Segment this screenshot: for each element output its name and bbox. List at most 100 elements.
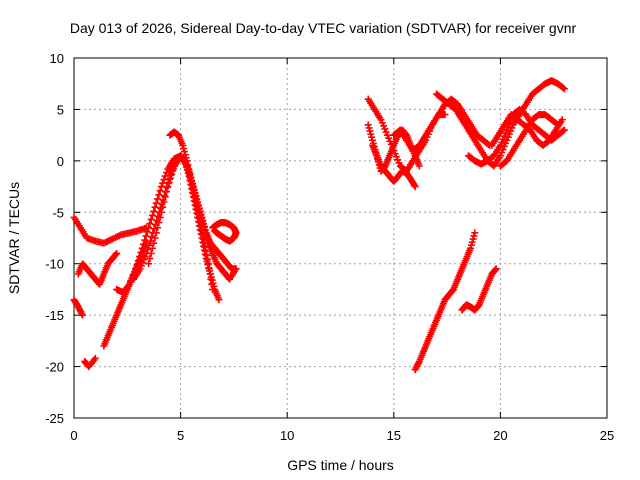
y-tick-label: -15 bbox=[45, 308, 64, 323]
data-point bbox=[113, 249, 121, 257]
data-point bbox=[203, 251, 211, 259]
data-point bbox=[211, 227, 219, 235]
data-point bbox=[415, 162, 423, 170]
data-point bbox=[192, 202, 200, 210]
data-point bbox=[189, 186, 197, 194]
data-point bbox=[471, 229, 479, 237]
x-tick-label: 0 bbox=[70, 428, 77, 443]
data-point bbox=[202, 247, 210, 255]
data-point bbox=[151, 234, 159, 242]
chart-title: Day 013 of 2026, Sidereal Day-to-day VTE… bbox=[70, 20, 577, 36]
series-track-13 bbox=[368, 141, 419, 191]
data-point bbox=[156, 213, 164, 221]
data-point bbox=[161, 193, 169, 201]
data-point bbox=[411, 183, 419, 191]
y-tick-label: -25 bbox=[45, 411, 64, 426]
data-point bbox=[194, 210, 202, 218]
data-point bbox=[142, 232, 150, 240]
data-point bbox=[141, 236, 149, 244]
data-point bbox=[491, 266, 499, 274]
data-point bbox=[168, 170, 176, 178]
data-point bbox=[79, 311, 87, 319]
data-point bbox=[198, 231, 206, 239]
data-point bbox=[185, 165, 193, 173]
series-track-20 bbox=[458, 265, 500, 314]
x-tick-label: 25 bbox=[600, 428, 614, 443]
data-point bbox=[197, 223, 205, 231]
data-point bbox=[193, 206, 201, 214]
data-point bbox=[492, 265, 500, 273]
data-point bbox=[150, 239, 158, 247]
y-tick-label: -5 bbox=[52, 205, 64, 220]
data-point bbox=[143, 228, 151, 236]
data-point bbox=[205, 265, 213, 273]
series-track-5 bbox=[74, 249, 121, 288]
grid-lines bbox=[74, 58, 607, 418]
data-point bbox=[133, 261, 141, 269]
x-tick-label: 20 bbox=[493, 428, 507, 443]
data-point bbox=[91, 354, 99, 362]
series-track-1 bbox=[70, 213, 150, 247]
series-track-2 bbox=[70, 296, 87, 319]
series-track-8 bbox=[145, 152, 240, 273]
plot-border bbox=[73, 57, 608, 419]
data-point bbox=[186, 169, 194, 177]
series-track-9 bbox=[166, 128, 217, 293]
data-point bbox=[204, 260, 212, 268]
x-tick-label: 10 bbox=[280, 428, 294, 443]
data-point bbox=[209, 285, 217, 293]
data-point bbox=[165, 178, 173, 186]
data-point bbox=[146, 255, 154, 263]
series-track-19 bbox=[411, 229, 479, 374]
y-tick-label: 0 bbox=[57, 154, 64, 169]
data-point bbox=[150, 225, 158, 233]
data-point bbox=[183, 157, 191, 165]
data-point bbox=[140, 240, 148, 248]
data-point bbox=[154, 195, 162, 203]
data-point bbox=[146, 220, 154, 228]
data-point bbox=[560, 85, 568, 93]
data-point bbox=[159, 203, 167, 211]
data-point bbox=[154, 224, 162, 232]
data-point bbox=[148, 233, 156, 241]
data-point bbox=[138, 244, 146, 252]
data-point bbox=[197, 227, 205, 235]
data-point bbox=[157, 208, 165, 216]
data-point bbox=[156, 187, 164, 195]
data-point bbox=[200, 239, 208, 247]
y-tick-label: -10 bbox=[45, 257, 64, 272]
x-tick-label: 15 bbox=[387, 428, 401, 443]
data-point bbox=[558, 116, 566, 124]
data-point bbox=[157, 183, 165, 191]
data-point bbox=[208, 280, 216, 288]
data-point bbox=[148, 211, 156, 219]
data-point bbox=[148, 244, 156, 252]
data-point bbox=[164, 183, 172, 191]
data-point bbox=[147, 249, 155, 257]
data-point bbox=[145, 260, 153, 268]
data-point bbox=[160, 198, 168, 206]
y-tick-label: 5 bbox=[57, 102, 64, 117]
data-point bbox=[559, 84, 567, 92]
data-point bbox=[134, 257, 142, 265]
data-point bbox=[160, 192, 168, 200]
data-point bbox=[203, 256, 211, 264]
data-points bbox=[70, 77, 568, 374]
data-point bbox=[559, 127, 567, 135]
axis-ticks: 0 5 10 15 20 25 -25 -20 -15 -10 -5 0 5 10 bbox=[45, 51, 614, 443]
data-point bbox=[484, 140, 492, 148]
data-point bbox=[196, 219, 204, 227]
y-tick-label: -20 bbox=[45, 360, 64, 375]
data-point bbox=[152, 229, 160, 237]
data-point bbox=[232, 265, 240, 273]
data-point bbox=[163, 188, 171, 196]
data-point bbox=[410, 181, 418, 189]
data-point bbox=[560, 126, 568, 134]
data-point bbox=[195, 214, 203, 222]
data-point bbox=[201, 243, 209, 251]
data-point bbox=[554, 121, 562, 129]
data-point bbox=[553, 120, 561, 128]
data-point bbox=[166, 174, 174, 182]
series-track-3 bbox=[81, 354, 99, 371]
